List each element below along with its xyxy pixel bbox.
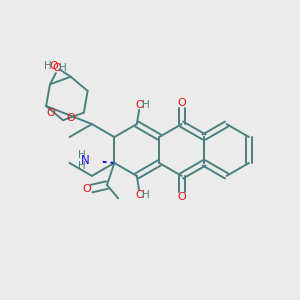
- Text: O: O: [177, 98, 186, 108]
- Text: H: H: [142, 190, 149, 200]
- Text: N: N: [81, 154, 90, 166]
- Text: H: H: [44, 61, 52, 71]
- Text: H: H: [59, 63, 67, 73]
- Text: O: O: [52, 63, 61, 73]
- Text: O: O: [50, 61, 58, 71]
- Text: H: H: [78, 150, 86, 160]
- Text: H: H: [78, 161, 86, 171]
- Text: O: O: [66, 113, 75, 123]
- Text: O: O: [82, 184, 91, 194]
- Text: O: O: [135, 100, 144, 110]
- Text: H: H: [142, 100, 149, 110]
- Text: O: O: [135, 190, 144, 200]
- Text: O: O: [177, 192, 186, 203]
- Text: O: O: [47, 108, 56, 118]
